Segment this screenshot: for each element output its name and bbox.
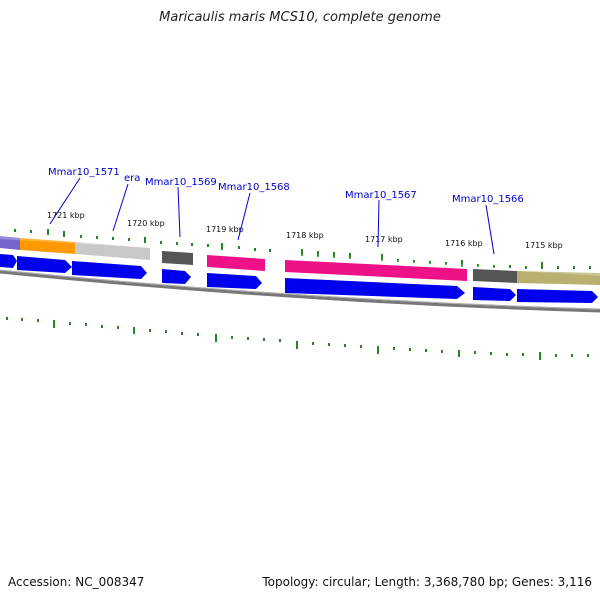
gene-label-mmar10-1569[interactable]: Mmar10_1569 xyxy=(145,177,217,188)
kbp-labels: 1721 kbp 1720 kbp 1719 kbp 1718 kbp 1717… xyxy=(47,211,563,250)
gene-label-mmar10-1571[interactable]: Mmar10_1571 xyxy=(48,167,120,178)
gene-label-era[interactable]: era xyxy=(124,173,140,184)
accession-text: Accession: NC_008347 xyxy=(8,575,145,589)
genome-backbone xyxy=(0,270,600,313)
kbp-label: 1718 kbp xyxy=(286,231,324,240)
feature-bar-darkgray[interactable] xyxy=(473,269,517,283)
feature-bar-darkgray[interactable] xyxy=(162,251,193,265)
feature-track xyxy=(0,236,600,285)
kbp-label: 1721 kbp xyxy=(47,211,85,220)
cds-arrow[interactable] xyxy=(207,273,262,289)
kbp-label: 1716 kbp xyxy=(445,239,483,248)
cds-arrow[interactable] xyxy=(0,254,17,268)
feature-bar-pink[interactable] xyxy=(207,255,265,271)
gene-labels: Mmar10_1571 era Mmar10_1569 Mmar10_1568 … xyxy=(48,167,524,205)
feature-bar-olive[interactable] xyxy=(517,271,600,285)
feature-bar-purple[interactable] xyxy=(0,236,20,250)
genome-backbone-highlight xyxy=(0,269,600,310)
cds-arrow[interactable] xyxy=(285,278,465,299)
feature-bar-gray[interactable] xyxy=(75,242,150,260)
kbp-label: 1715 kbp xyxy=(525,241,563,250)
cds-arrow[interactable] xyxy=(162,269,191,284)
cds-arrow[interactable] xyxy=(17,256,72,273)
kbp-label: 1717 kbp xyxy=(365,235,403,244)
lower-tick-row xyxy=(6,317,589,360)
feature-bar-orange[interactable] xyxy=(20,238,75,254)
genome-title: Maricaulis maris MCS10, complete genome xyxy=(159,10,441,25)
upper-tick-row xyxy=(14,229,591,269)
cds-arrow[interactable] xyxy=(473,287,516,301)
cds-track xyxy=(0,254,598,303)
kbp-label: 1720 kbp xyxy=(127,219,165,228)
cds-arrow[interactable] xyxy=(72,261,147,279)
feature-bar-pink[interactable] xyxy=(285,260,467,281)
gene-label-mmar10-1566[interactable]: Mmar10_1566 xyxy=(452,194,524,205)
cds-arrow[interactable] xyxy=(517,289,598,303)
kbp-label: 1719 kbp xyxy=(206,225,244,234)
genome-summary-text: Topology: circular; Length: 3,368,780 bp… xyxy=(262,575,592,589)
gene-label-mmar10-1568[interactable]: Mmar10_1568 xyxy=(218,182,290,193)
label-leaders xyxy=(49,177,495,255)
gene-label-mmar10-1567[interactable]: Mmar10_1567 xyxy=(345,190,417,201)
